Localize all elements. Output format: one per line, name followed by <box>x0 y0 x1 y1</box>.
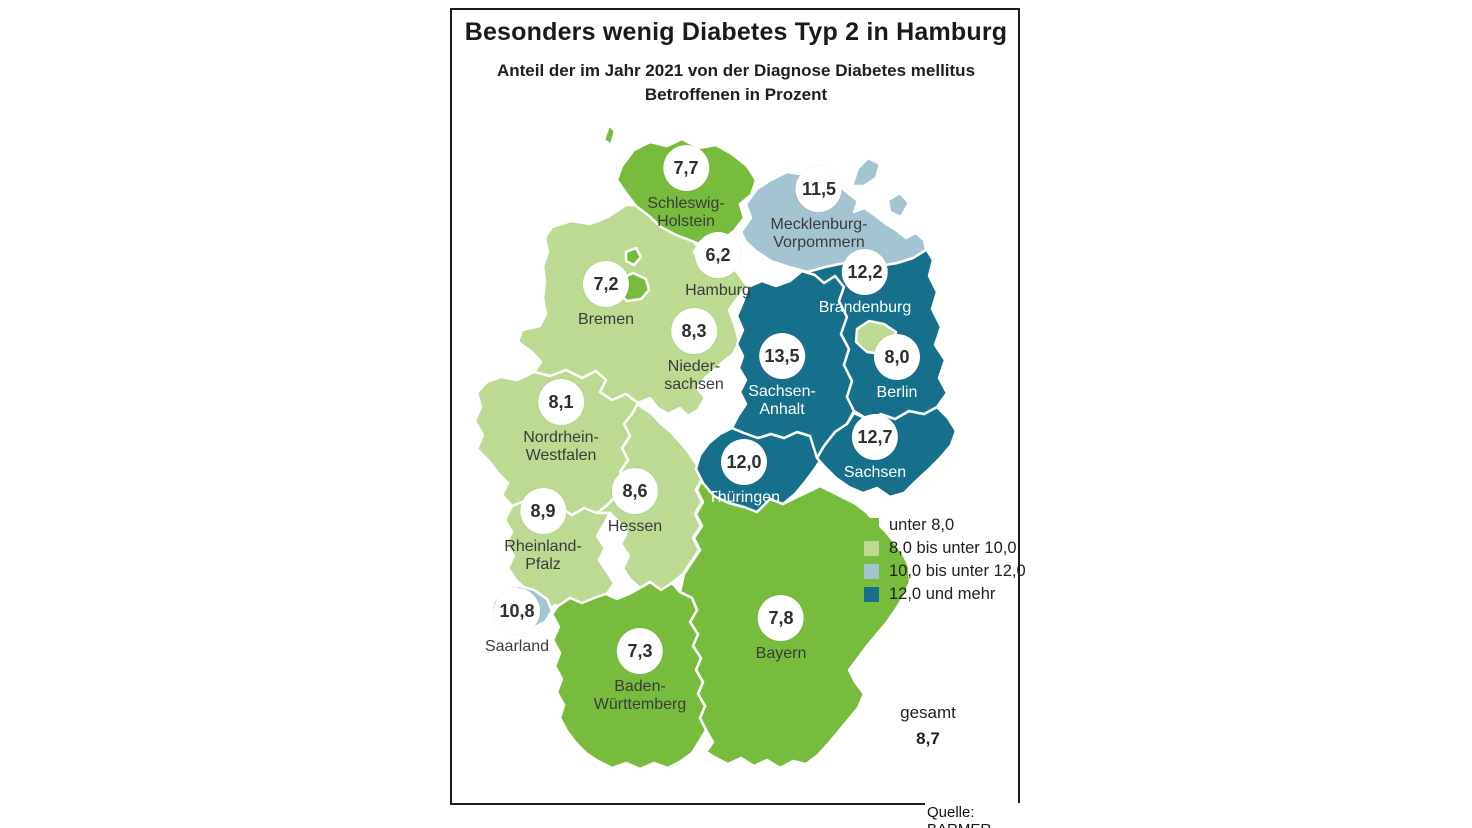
state-shape-schleswig-holstein <box>615 137 758 249</box>
state-value-badge: 12,0 <box>720 439 767 485</box>
state-marker-hessen: 8,6 Hessen <box>608 468 662 536</box>
state-value-badge: 8,0 <box>874 334 920 380</box>
state-value-badge: 12,7 <box>851 414 898 460</box>
state-marker-sachsen: 12,7 Sachsen <box>844 414 906 482</box>
state-label: Brandenburg <box>818 299 912 316</box>
state-marker-brandenburg: 12,2 Brandenburg <box>818 249 912 317</box>
state-label: Thüringen <box>707 489 781 506</box>
legend-label: 10,0 bis unter 12,0 <box>889 562 1026 580</box>
state-value-badge: 8,9 <box>519 488 566 534</box>
state-marker-baden-wuerttemberg: 7,3 Baden- Württemberg <box>594 628 686 714</box>
total-label: gesamt <box>900 703 956 722</box>
state-label: Rheinland- Pfalz <box>504 538 582 573</box>
legend-label: unter 8,0 <box>889 516 955 534</box>
header: Besonders wenig Diabetes Typ 2 in Hambur… <box>450 18 1022 107</box>
legend-label: 12,0 und mehr <box>889 585 996 603</box>
legend-swatch-band1 <box>864 518 879 533</box>
state-label: Sachsen- Anhalt <box>748 383 816 418</box>
state-label: Berlin <box>876 384 918 401</box>
state-value-badge: 7,8 <box>757 595 804 641</box>
legend: unter 8,0 8,0 bis unter 10,0 10,0 bis un… <box>864 514 1026 606</box>
state-marker-rheinland-pfalz: 8,9 Rheinland- Pfalz <box>504 488 582 574</box>
legend-swatch-band4 <box>864 587 879 602</box>
state-label: Saarland <box>484 638 550 655</box>
state-value-badge: 7,2 <box>583 261 629 307</box>
total-value: 8,7 <box>916 728 940 748</box>
state-value-badge: 8,1 <box>538 379 584 425</box>
state-marker-saarland: 10,8 Saarland <box>485 588 549 656</box>
state-shape-bremerhaven <box>624 246 643 267</box>
legend-item: 10,0 bis unter 12,0 <box>864 560 1026 583</box>
legend-item: 12,0 und mehr <box>864 583 1026 606</box>
legend-item: unter 8,0 <box>864 514 1026 537</box>
state-value-badge: 7,3 <box>617 628 663 674</box>
state-value-badge: 8,3 <box>671 308 717 354</box>
state-label: Nieder-sachsen <box>664 358 724 393</box>
state-shape-ruegen-island <box>850 156 882 188</box>
state-label: Hamburg <box>685 282 751 299</box>
state-marker-thueringen: 12,0 Thüringen <box>708 439 780 507</box>
subtitle-line-1: Anteil der im Jahr 2021 von der Diagnose… <box>496 61 976 80</box>
state-shape-usedom-island <box>886 191 911 219</box>
state-shape-mecklenburg-vorpommern <box>739 165 928 274</box>
state-value-badge: 10,8 <box>493 588 540 634</box>
page-subtitle: Anteil der im Jahr 2021 von der Diagnose… <box>450 59 1022 107</box>
state-marker-niedersachsen: 8,3 Nieder-sachsen <box>664 308 724 394</box>
state-marker-schleswig-holstein: 7,7 Schleswig- Holstein <box>647 145 725 231</box>
source-credit: Quelle: BARMER <box>925 803 1039 828</box>
state-value-badge: 8,6 <box>612 468 658 514</box>
state-value-badge: 7,7 <box>662 145 709 191</box>
state-label: Sachsen <box>843 464 907 481</box>
state-value-badge: 6,2 <box>695 232 741 278</box>
subtitle-line-2: Betroffenen in Prozent <box>644 84 828 104</box>
state-shape-nordrhein-westfalen <box>473 368 640 517</box>
legend-swatch-band3 <box>864 564 879 579</box>
state-shape-baden-wuerttemberg <box>550 580 708 771</box>
state-value-badge: 11,5 <box>796 166 842 212</box>
total-figure: gesamt 8,7 <box>900 700 956 751</box>
state-value-badge: 12,2 <box>841 249 888 295</box>
state-label: Nordrhein- Westfalen <box>523 429 599 464</box>
state-marker-bayern: 7,8 Bayern <box>755 595 807 663</box>
legend-label: 8,0 bis unter 10,0 <box>889 539 1017 557</box>
state-marker-mecklenburg-vorpommern: 11,5 Mecklenburg- Vorpommern <box>770 166 868 252</box>
state-label: Baden- Württemberg <box>593 678 687 713</box>
state-label: Mecklenburg- Vorpommern <box>770 216 868 251</box>
state-label: Hessen <box>607 518 663 535</box>
legend-item: 8,0 bis unter 10,0 <box>864 537 1026 560</box>
legend-swatch-band2 <box>864 541 879 556</box>
state-label: Bremen <box>577 311 635 328</box>
state-marker-hamburg: 6,2 Hamburg <box>685 232 751 300</box>
state-marker-bremen: 7,2 Bremen <box>578 261 634 329</box>
state-marker-sachsen-anhalt: 13,5 Sachsen- Anhalt <box>748 333 816 419</box>
state-value-badge: 13,5 <box>759 333 805 379</box>
state-shape-sh-north-spike <box>602 123 617 147</box>
state-marker-berlin: 8,0 Berlin <box>874 334 920 402</box>
state-label: Schleswig- Holstein <box>647 195 725 230</box>
page-title: Besonders wenig Diabetes Typ 2 in Hambur… <box>464 18 1008 46</box>
state-marker-nordrhein-westfalen: 8,1 Nordrhein- Westfalen <box>523 379 599 465</box>
state-label: Bayern <box>755 645 807 662</box>
